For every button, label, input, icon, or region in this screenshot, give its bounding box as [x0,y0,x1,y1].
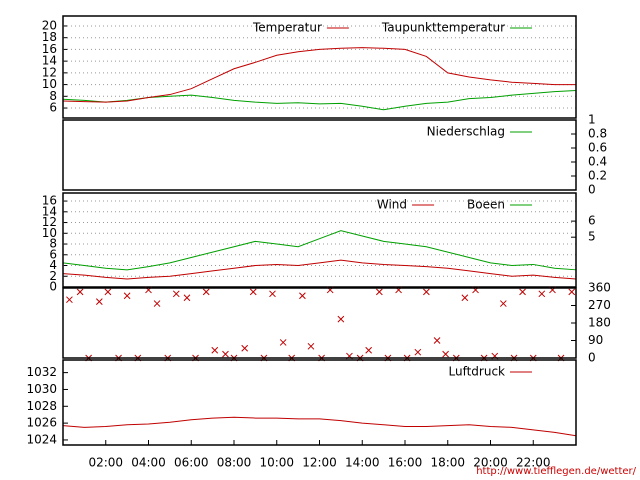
direction-marker [538,290,546,298]
x-tick-label: 10:00 [259,456,294,470]
y-tick-label: 0 [49,280,57,294]
direction-marker [76,288,84,296]
y2-tick-label: 180 [588,316,611,330]
direction-marker [241,344,249,352]
x-tick-label: 14:00 [345,456,380,470]
legend-label: Taupunkttemperatur [381,21,505,35]
y-tick-label: 1024 [26,432,57,446]
x-tick-label: 06:00 [174,456,209,470]
y-tick-label: 10 [42,77,57,91]
y-tick-label: 1032 [26,365,57,379]
y2-tick-label: 0 [588,183,596,197]
panel-frame [62,15,577,119]
direction-marker [269,290,276,298]
direction-marker [123,292,131,300]
y2-tick-label: 6 [588,214,596,228]
direction-marker [95,298,103,305]
direction-marker [568,288,576,296]
y-tick-label: 2 [49,269,57,283]
y2-tick-label: 360 [588,281,611,295]
direction-marker [375,288,383,296]
direction-marker [337,315,345,323]
y-tick-label: 14 [42,204,57,218]
direction-marker [222,350,229,358]
direction-marker [499,300,507,307]
direction-marker [365,346,373,354]
direction-marker [442,350,449,358]
x-tick-label: 02:00 [88,456,123,470]
y-tick-label: 1030 [26,382,57,396]
x-tick-label: 18:00 [430,456,465,470]
direction-marker [66,296,73,304]
data-line [62,230,577,271]
y-tick-label: 6 [49,247,57,261]
y-tick-label: 14 [42,54,57,68]
y-tick-label: 8 [49,89,57,103]
y-tick-label: 20 [42,18,57,32]
direction-marker [519,288,526,296]
direction-marker [211,346,219,354]
y2-tick-label: 90 [588,333,603,347]
direction-marker [172,290,180,298]
direction-marker [423,288,430,296]
panel-frame [62,359,577,446]
legend-label: Wind [377,198,407,212]
y2-tick-label: 0 [588,351,596,365]
y-tick-label: 16 [42,194,57,208]
direction-marker [299,292,306,300]
x-tick-label: 16:00 [388,456,423,470]
legend-label: Temperatur [252,21,322,35]
x-tick-label: 04:00 [131,456,166,470]
panel-frame [62,192,577,288]
y-tick-label: 10 [42,226,57,240]
y2-tick-label: 0.2 [588,169,607,183]
direction-marker [414,348,422,356]
y2-tick-label: 270 [588,298,611,312]
y-tick-label: 12 [42,215,57,229]
y-tick-label: 18 [42,30,57,44]
data-line [62,47,576,103]
direction-marker [249,288,257,296]
panel-frame [62,287,577,359]
direction-marker [153,300,161,307]
direction-marker [183,294,191,302]
legend-label: Niederschlag [427,125,505,139]
source-url: http://www.tiefflegen.de/wetter/ [476,466,636,477]
legend-label: Luftdruck [448,365,505,379]
direction-marker [461,294,469,302]
data-line [62,416,577,437]
direction-marker [202,288,210,296]
direction-marker [307,342,315,350]
x-tick-label: 22:00 [516,456,551,470]
direction-marker [433,337,441,344]
data-line [62,259,577,280]
x-tick-label: 08:00 [217,456,252,470]
y-tick-label: 4 [49,258,57,272]
legend-label: Boeen [467,198,505,212]
panel-frame [62,119,577,191]
y-tick-label: 1026 [26,416,57,430]
y-tick-label: 8 [49,237,57,251]
y2-tick-label: 0.4 [588,155,607,169]
y-tick-label: 6 [49,101,57,115]
x-tick-label: 12:00 [302,456,337,470]
y2-tick-label: 1 [588,113,596,127]
direction-marker [279,339,287,346]
y2-tick-label: 0.8 [588,127,607,141]
y2-tick-label: 5 [588,230,596,244]
direction-marker [104,288,112,296]
y-tick-label: 16 [42,42,57,56]
y-tick-label: 12 [42,65,57,79]
y2-tick-label: 0.6 [588,141,607,155]
y-tick-label: 1028 [26,399,57,413]
data-line [62,89,577,111]
x-tick-label: 20:00 [473,456,508,470]
